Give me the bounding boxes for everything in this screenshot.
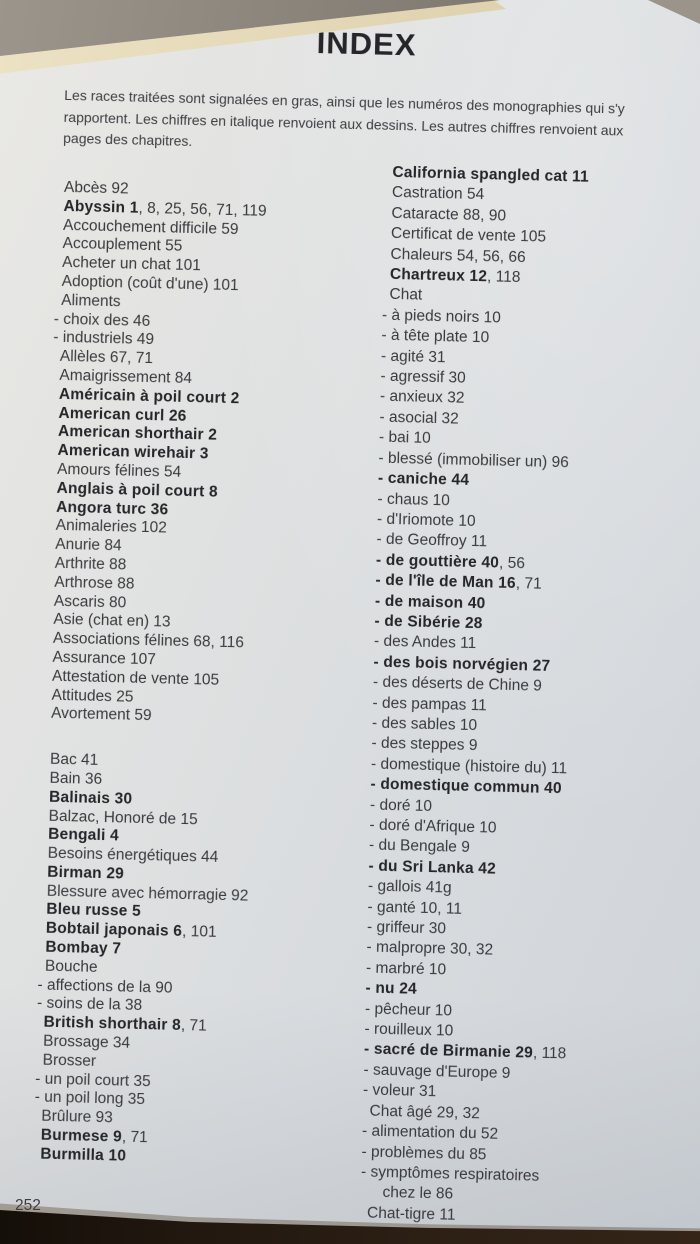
intro-note: Les races traitées sont signalées en gra… xyxy=(63,86,625,150)
index-left-column: Abcès 92 Abyssin 1, 8, 25, 56, 71, 119 Acc… xyxy=(35,179,378,1172)
index-right-column: California spangled cat 11 Castration 54 C… xyxy=(361,163,700,1231)
page-number: 252 xyxy=(15,1197,41,1214)
